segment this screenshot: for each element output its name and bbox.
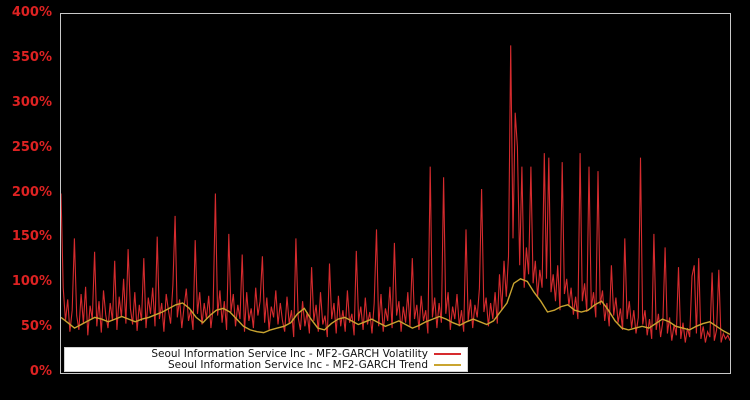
- y-tick-label: 100%: [11, 274, 52, 290]
- legend-swatch-volatility: [434, 353, 461, 355]
- legend: Seoul Information Service Inc - MF2-GARC…: [64, 347, 468, 372]
- plot-area: Seoul Information Service Inc - MF2-GARC…: [60, 13, 731, 374]
- y-tick-label: 0%: [29, 364, 52, 379]
- volatility-line: [61, 45, 730, 343]
- y-tick-label: 50%: [20, 319, 52, 335]
- legend-item-volatility: Seoul Information Service Inc - MF2-GARC…: [65, 347, 467, 360]
- y-tick-label: 250%: [11, 139, 52, 155]
- y-tick-label: 350%: [11, 49, 52, 65]
- y-tick-label: 200%: [11, 184, 52, 200]
- y-axis: 0% 50% 100% 150% 200% 250% 300% 350% 400%: [0, 0, 55, 400]
- y-tick-label: 150%: [11, 229, 52, 245]
- plot-svg: [61, 45, 730, 343]
- trend-line: [61, 278, 730, 336]
- legend-label-volatility: Seoul Information Service Inc - MF2-GARC…: [151, 347, 428, 360]
- legend-swatch-trend: [434, 364, 461, 366]
- y-tick-label: 300%: [11, 94, 52, 110]
- y-tick-label: 400%: [11, 5, 52, 20]
- legend-item-trend: Seoul Information Service Inc - MF2-GARC…: [65, 358, 467, 371]
- legend-label-trend: Seoul Information Service Inc - MF2-GARC…: [167, 358, 428, 371]
